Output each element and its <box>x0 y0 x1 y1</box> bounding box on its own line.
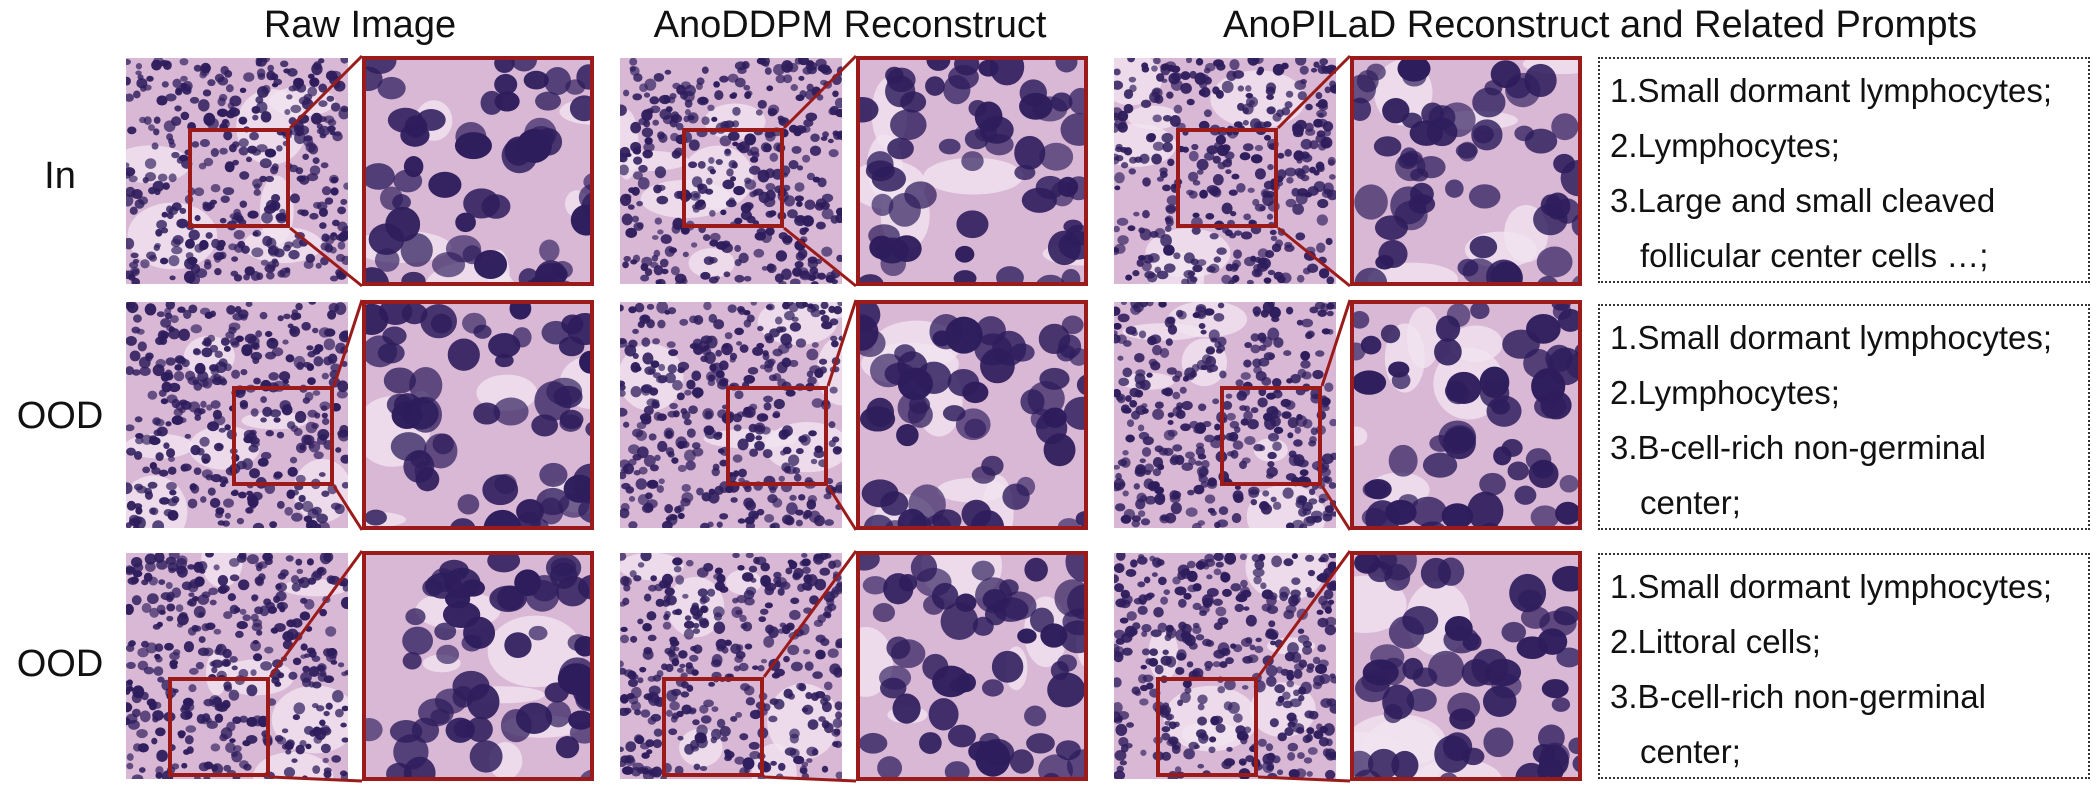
zoom-region-box <box>726 386 828 486</box>
header-anopilad: AnoPILaD Reconstruct and Related Prompts <box>1222 4 1978 46</box>
prompt-line: 2.Lymphocytes; <box>1610 127 1840 164</box>
prompt-box-row-1: 1.Small dormant lymphocytes; 2.Lymphocyt… <box>1598 57 2090 283</box>
zoom-region-box <box>682 128 784 228</box>
zoomed-inset-anoddpm <box>856 551 1088 781</box>
zoom-region-box <box>1156 677 1258 777</box>
histology-image-raw <box>126 302 348 528</box>
zoomed-inset-anopilad <box>1350 300 1582 530</box>
histology-image-anopilad <box>1114 302 1336 528</box>
tissue-texture <box>860 304 1084 526</box>
zoomed-inset-anoddpm <box>856 56 1088 286</box>
zoom-region-box <box>1220 386 1322 486</box>
zoom-region-box <box>1176 128 1278 228</box>
prompt-line: 2.Littoral cells; <box>1610 623 1821 660</box>
prompt-line: 3.B-cell-rich non-germinal <box>1610 678 1986 715</box>
tissue-texture <box>860 60 1084 282</box>
header-anoddpm: AnoDDPM Reconstruct <box>653 4 1047 46</box>
prompt-line: center; <box>1640 733 1741 770</box>
tissue-texture <box>860 555 1084 777</box>
zoom-region-box <box>188 128 290 228</box>
prompt-line: 3.B-cell-rich non-germinal <box>1610 429 1986 466</box>
prompt-line: follicular center cells …; <box>1640 237 1989 274</box>
prompt-line: 1.Small dormant lymphocytes; <box>1610 319 2053 356</box>
zoomed-inset-raw <box>362 56 594 286</box>
prompt-line: 2.Lymphocytes; <box>1610 374 1840 411</box>
prompt-box-row-2: 1.Small dormant lymphocytes; 2.Lymphocyt… <box>1598 304 2090 530</box>
zoomed-inset-anoddpm <box>856 300 1088 530</box>
row-label-ood-1: OOD <box>16 395 104 437</box>
zoomed-inset-raw <box>362 300 594 530</box>
prompt-line: 3.Large and small cleaved <box>1610 182 1996 219</box>
row-label-ood-2: OOD <box>16 643 104 685</box>
zoomed-inset-anopilad <box>1350 551 1582 781</box>
tissue-texture <box>1354 555 1578 777</box>
zoom-region-box <box>232 386 334 486</box>
tissue-texture <box>1354 304 1578 526</box>
prompt-line: 1.Small dormant lymphocytes; <box>1610 568 2053 605</box>
tissue-texture <box>366 304 590 526</box>
zoomed-inset-raw <box>362 551 594 781</box>
tissue-texture <box>366 60 590 282</box>
prompt-box-row-3: 1.Small dormant lymphocytes; 2.Littoral … <box>1598 553 2090 779</box>
prompt-line: 1.Small dormant lymphocytes; <box>1610 72 2053 109</box>
tissue-texture <box>366 555 590 777</box>
tissue-texture <box>1354 60 1578 282</box>
zoomed-inset-anopilad <box>1350 56 1582 286</box>
histology-image-anoddpm <box>620 302 842 528</box>
row-label-in: In <box>44 155 76 197</box>
header-raw-image: Raw Image <box>263 4 457 46</box>
tissue-texture <box>1114 302 1336 528</box>
zoom-region-box <box>168 677 270 777</box>
zoom-region-box <box>662 677 764 777</box>
tissue-texture <box>126 302 348 528</box>
prompt-line: center; <box>1640 484 1741 521</box>
tissue-texture <box>620 302 842 528</box>
